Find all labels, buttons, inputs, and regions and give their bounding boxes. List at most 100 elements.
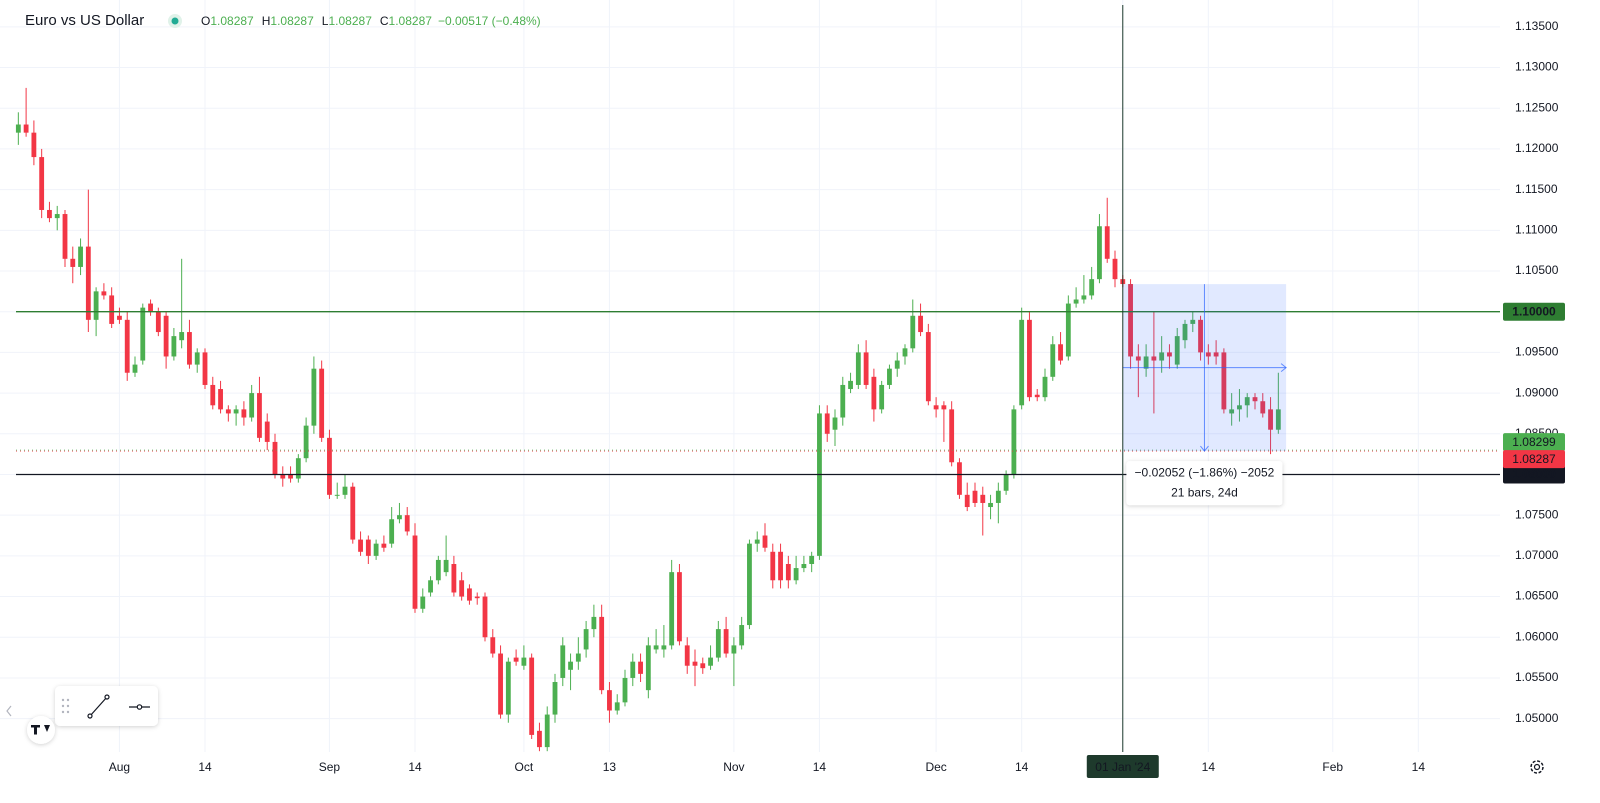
- candle-body: [1027, 319, 1032, 398]
- y-tick-label: 1.11500: [1515, 182, 1558, 196]
- candle-body: [1198, 319, 1203, 353]
- candle-body: [731, 645, 737, 654]
- candle-body: [715, 629, 721, 658]
- ohlc-key: C: [380, 14, 389, 28]
- candle-body: [785, 564, 791, 581]
- candle-body: [1275, 409, 1281, 430]
- candle-body: [31, 132, 37, 158]
- candle-body: [148, 303, 153, 312]
- y-tick-label: 1.06500: [1515, 589, 1559, 603]
- x-tick-label: 14: [1015, 760, 1029, 774]
- candle-body: [988, 502, 993, 508]
- candle-body: [560, 645, 566, 678]
- settings-button[interactable]: [1530, 760, 1544, 774]
- candle-body: [210, 384, 216, 406]
- candle-body: [85, 246, 91, 320]
- candle-body: [62, 214, 68, 259]
- candle-body: [15, 124, 21, 133]
- candle-body: [327, 437, 332, 495]
- candle-body: [218, 389, 223, 410]
- candle-body: [754, 539, 760, 544]
- price-label-bg: [1503, 433, 1565, 452]
- y-tick-label: 1.06000: [1515, 629, 1559, 643]
- candle-body: [78, 246, 83, 267]
- candle-body: [373, 543, 379, 556]
- candle-body: [365, 539, 371, 556]
- candle-body: [529, 657, 535, 735]
- ohlc-header: O1.08287 H1.08287 L1.08287 C1.08287 −0.00517…: [201, 14, 541, 28]
- candle-body: [288, 474, 293, 479]
- candle-body: [1019, 319, 1025, 406]
- candle-body: [809, 555, 815, 564]
- candle-body: [342, 486, 348, 495]
- candle-body: [575, 653, 581, 662]
- y-tick-label: 1.05000: [1515, 711, 1559, 725]
- candle-body: [941, 405, 947, 410]
- candle-body: [389, 519, 395, 544]
- tradingview-logo[interactable]: [27, 716, 55, 744]
- candle-body: [645, 645, 651, 691]
- measure-arrowhead: [1280, 363, 1287, 373]
- candle-body: [249, 393, 255, 418]
- candle-body: [443, 559, 449, 573]
- x-tick-label: 14: [813, 760, 827, 774]
- candle-body: [855, 352, 861, 385]
- candle-body: [513, 657, 519, 662]
- candle-body: [840, 384, 846, 418]
- candle-body: [420, 596, 426, 609]
- x-tick-label: Aug: [109, 760, 130, 774]
- candle-body: [972, 490, 978, 503]
- toolbar-grip[interactable]: [61, 698, 70, 714]
- candle-body: [319, 368, 325, 438]
- candle-body: [117, 315, 122, 320]
- ohlc-value: 1.08287: [210, 14, 254, 28]
- candle-body: [1229, 409, 1235, 414]
- candle-body: [412, 535, 418, 609]
- y-tick-label: 1.07500: [1515, 507, 1559, 521]
- candle-body: [1104, 226, 1110, 259]
- candle-body: [1268, 409, 1273, 430]
- candle-body: [879, 384, 885, 410]
- candle-body: [264, 421, 270, 442]
- x-tick-label: Feb: [1322, 760, 1343, 774]
- candle-body: [692, 661, 698, 666]
- y-tick-label: 1.12500: [1515, 100, 1559, 114]
- candle-body: [23, 124, 29, 133]
- candle-body: [257, 393, 262, 438]
- x-tick-label: 01 Jan '24: [1095, 760, 1150, 774]
- candle-body: [350, 486, 356, 540]
- candle-body: [762, 535, 768, 548]
- candle-body: [54, 214, 60, 219]
- candle-body: [824, 413, 830, 434]
- candle-body: [1143, 356, 1149, 369]
- candle-body: [1174, 336, 1180, 365]
- candle-body: [544, 714, 550, 748]
- candle-body: [925, 332, 931, 402]
- candle-body: [638, 661, 643, 674]
- candle-body: [101, 291, 107, 296]
- scroll-left-button[interactable]: [6, 705, 12, 717]
- ohlc-change: −0.00517 (−0.48%): [438, 14, 541, 28]
- candle-body: [1073, 299, 1079, 304]
- candle-body: [1260, 401, 1266, 414]
- candle-body: [459, 580, 465, 597]
- candle-body: [708, 657, 713, 666]
- trend-line-tool[interactable]: [87, 694, 110, 719]
- horizontal-line-tool[interactable]: [129, 704, 150, 710]
- candle-body: [1205, 352, 1211, 357]
- ohlc-value: 1.08287: [328, 14, 372, 28]
- candle-body: [202, 352, 208, 385]
- candle-body: [39, 157, 45, 210]
- candle-body: [607, 690, 612, 711]
- overlay: −0.02052 (−1.86%) −2052 21 bars, 24d: [16, 5, 1500, 752]
- candle-body: [887, 368, 892, 385]
- candle-body: [1011, 409, 1017, 475]
- y-tick-label: 1.09500: [1515, 345, 1559, 359]
- candle-body: [1252, 397, 1258, 402]
- candle-body: [622, 677, 628, 703]
- candle-body: [684, 645, 690, 666]
- candle-body: [482, 596, 488, 638]
- candle-body: [241, 409, 247, 418]
